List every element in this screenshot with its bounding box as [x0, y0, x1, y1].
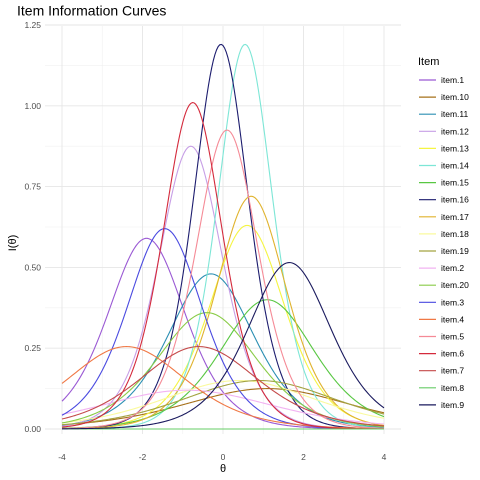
series-line-item-5: [61, 129, 385, 430]
y-tick-label: 1.00: [24, 101, 41, 111]
legend-label-item-16: item.16: [441, 195, 469, 205]
legend-label-item-19: item.19: [441, 246, 469, 256]
chart-title: Item Information Curves: [17, 3, 166, 19]
y-axis-title: I(θ): [7, 235, 19, 252]
series-line-item-18: [61, 379, 385, 424]
series-line-item-9: [61, 262, 385, 430]
legend-label-item-2: item.2: [441, 263, 464, 273]
x-tick-label: -2: [139, 452, 147, 462]
legend-label-item-10: item.10: [441, 92, 469, 102]
legend-label-item-5: item.5: [441, 332, 464, 342]
legend-items: item.1 item.10 item.11 item.12 item.13 item.1…: [419, 75, 469, 410]
y-tick-label: 1.25: [24, 20, 41, 30]
legend-label-item-1: item.1: [441, 75, 464, 85]
y-tick-label: 0.75: [24, 182, 41, 192]
x-tick-label: 0: [221, 452, 226, 462]
legend-label-item-7: item.7: [441, 366, 464, 376]
series-line-item-4: [61, 346, 385, 430]
legend-label-item-4: item.4: [441, 314, 464, 324]
x-tick-labels: -4 -2 0 2 4: [58, 452, 386, 462]
legend-label-item-17: item.17: [441, 212, 469, 222]
y-tick-label: 0.25: [24, 343, 41, 353]
series-line-item-11: [61, 273, 385, 428]
y-tick-label: 0.50: [24, 262, 41, 272]
grid: [45, 24, 401, 434]
series-line-item-15: [61, 299, 385, 429]
x-tick-label: 2: [301, 452, 306, 462]
legend-label-item-6: item.6: [441, 349, 464, 359]
series-lines: [61, 43, 385, 430]
legend-label-item-14: item.14: [441, 161, 469, 171]
legend-label-item-9: item.9: [441, 400, 464, 410]
series-line-item-6: [61, 102, 385, 430]
legend-label-item-3: item.3: [441, 297, 464, 307]
x-tick-label: 4: [382, 452, 387, 462]
legend-label-item-15: item.15: [441, 178, 469, 188]
series-line-item-19: [61, 379, 385, 426]
legend: Item item.1item.10item.11item.12item.13i…: [418, 56, 469, 410]
legend-label-item-8: item.8: [441, 383, 464, 393]
x-axis-title: θ: [220, 463, 226, 475]
legend-title: Item: [418, 56, 439, 68]
x-tick-label: -4: [58, 452, 66, 462]
y-tick-labels: 0.00 0.25 0.50 0.75 1.00 1.25: [24, 20, 41, 434]
legend-label-item-20: item.20: [441, 280, 469, 290]
series-line-item-16: [61, 43, 385, 430]
series-line-item-7: [61, 346, 385, 427]
legend-label-item-12: item.12: [441, 126, 469, 136]
y-tick-label: 0.00: [24, 424, 41, 434]
legend-label-item-11: item.11: [441, 109, 469, 119]
series-line-item-17: [61, 195, 385, 430]
legend-label-item-13: item.13: [441, 143, 469, 153]
legend-label-item-18: item.18: [441, 229, 469, 239]
